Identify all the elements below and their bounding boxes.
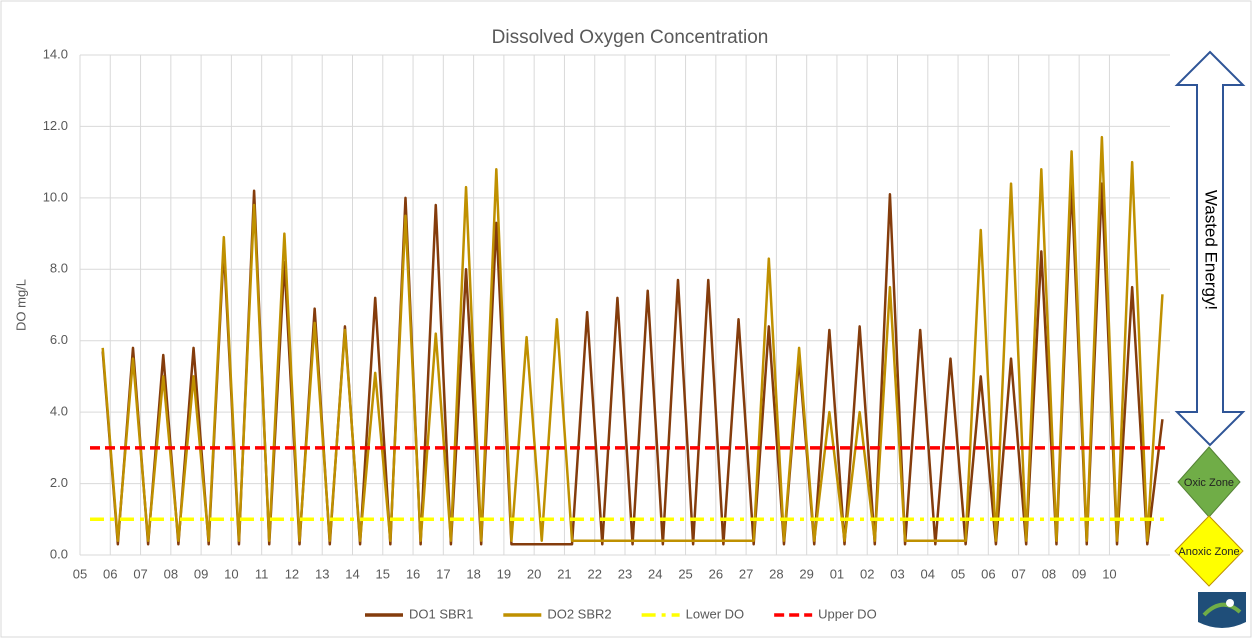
y-tick-label: 2.0 xyxy=(50,475,68,490)
x-tick-label: 17 xyxy=(436,566,450,581)
x-tick-label: 18 xyxy=(466,566,480,581)
x-tick-label: 03 xyxy=(890,566,904,581)
y-tick-label: 10.0 xyxy=(43,189,68,204)
legend-label: DO1 SBR1 xyxy=(409,606,473,621)
legend-label: Lower DO xyxy=(686,606,745,621)
y-tick-label: 12.0 xyxy=(43,118,68,133)
chart-title: Dissolved Oxygen Concentration xyxy=(492,27,769,48)
x-tick-label: 07 xyxy=(133,566,147,581)
logo xyxy=(1198,592,1246,628)
x-tick-label: 27 xyxy=(739,566,753,581)
x-tick-label: 21 xyxy=(557,566,571,581)
x-tick-label: 14 xyxy=(345,566,359,581)
x-tick-label: 19 xyxy=(497,566,511,581)
arrow-label: Wasted Energy! xyxy=(1202,190,1221,310)
series-line xyxy=(101,135,1164,542)
x-tick-label: 11 xyxy=(255,566,269,581)
x-tick-label: 24 xyxy=(648,566,662,581)
y-tick-label: 4.0 xyxy=(50,404,68,419)
x-tick-label: 06 xyxy=(103,566,117,581)
x-tick-label: 23 xyxy=(618,566,632,581)
x-tick-label: 22 xyxy=(587,566,601,581)
x-tick-label: 25 xyxy=(678,566,692,581)
x-tick-label: 09 xyxy=(194,566,208,581)
x-tick-label: 09 xyxy=(1072,566,1086,581)
x-tick-label: 20 xyxy=(527,566,541,581)
x-tick-label: 10 xyxy=(224,566,238,581)
x-tick-label: 06 xyxy=(981,566,995,581)
y-tick-label: 8.0 xyxy=(50,261,68,276)
anoxic-label: Anoxic Zone xyxy=(1178,546,1239,558)
oxic-label: Oxic Zone xyxy=(1184,477,1234,489)
x-tick-label: 04 xyxy=(921,566,935,581)
x-tick-label: 01 xyxy=(830,566,844,581)
x-tick-label: 16 xyxy=(406,566,420,581)
x-tick-label: 07 xyxy=(1011,566,1025,581)
anoxic-diamond xyxy=(1174,515,1244,587)
y-axis-label: DO mg/L xyxy=(13,279,28,331)
y-tick-label: 0.0 xyxy=(50,546,68,561)
legend-label: Upper DO xyxy=(818,606,877,621)
x-tick-label: 08 xyxy=(1042,566,1056,581)
x-tick-label: 05 xyxy=(951,566,965,581)
legend-label: DO2 SBR2 xyxy=(547,606,611,621)
x-tick-label: 13 xyxy=(315,566,329,581)
x-tick-label: 12 xyxy=(285,566,299,581)
x-tick-label: 05 xyxy=(73,566,87,581)
y-tick-label: 14.0 xyxy=(43,46,68,61)
x-tick-label: 26 xyxy=(709,566,723,581)
x-tick-label: 28 xyxy=(769,566,783,581)
y-tick-label: 6.0 xyxy=(50,332,68,347)
x-tick-label: 02 xyxy=(860,566,874,581)
x-tick-label: 15 xyxy=(376,566,390,581)
x-tick-label: 29 xyxy=(799,566,813,581)
double-arrow xyxy=(1174,50,1246,447)
x-tick-label: 10 xyxy=(1102,566,1116,581)
x-tick-label: 08 xyxy=(164,566,178,581)
